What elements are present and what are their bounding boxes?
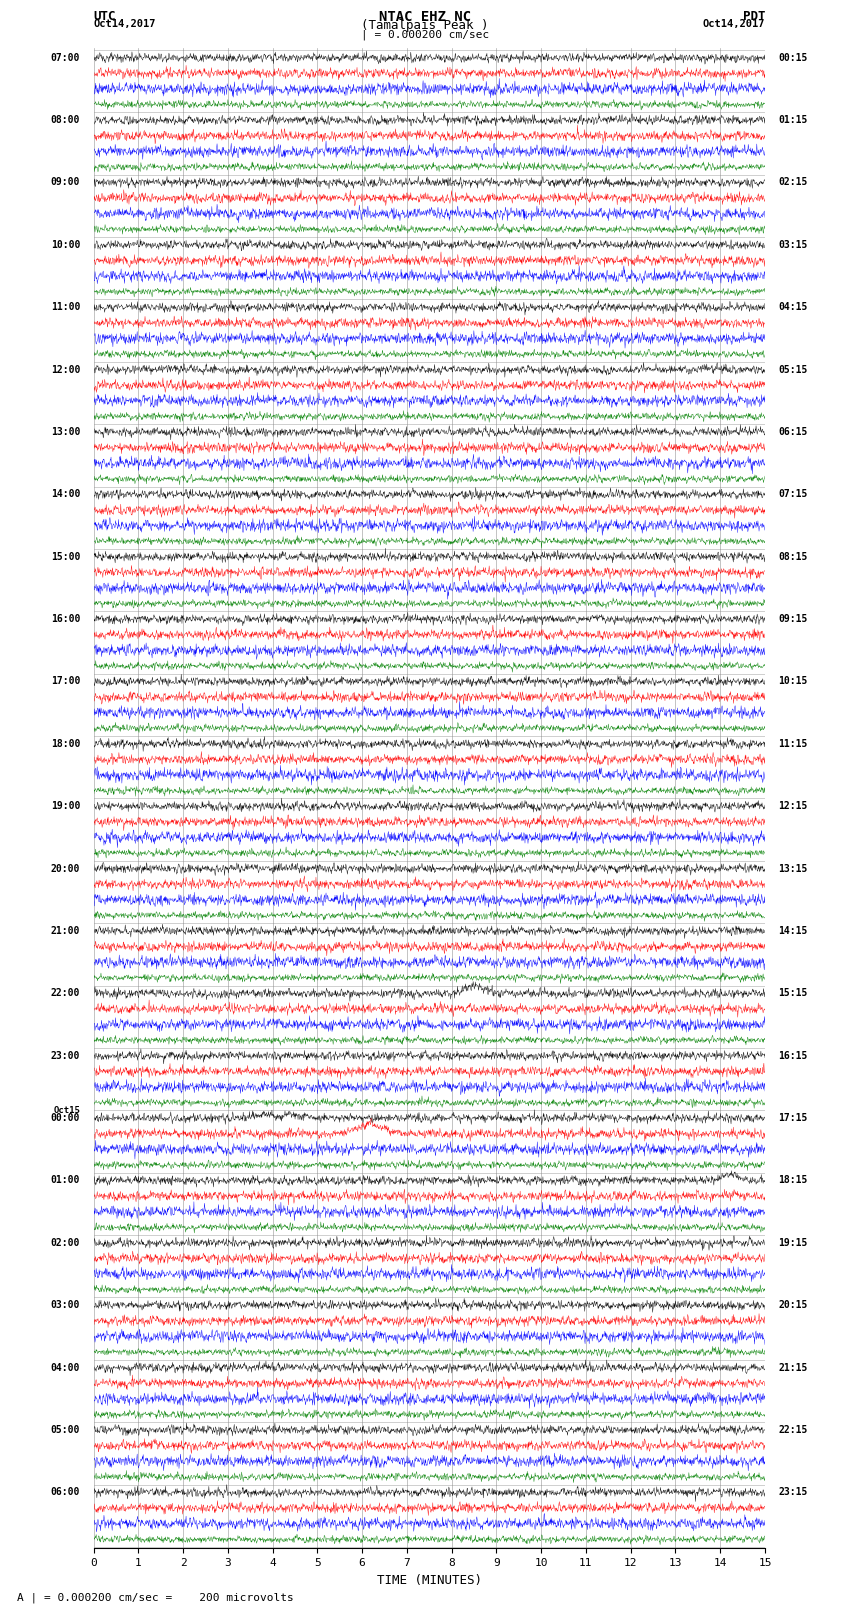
Text: 20:00: 20:00 bbox=[51, 863, 80, 874]
Text: (Tamalpais Peak ): (Tamalpais Peak ) bbox=[361, 19, 489, 32]
Text: 18:15: 18:15 bbox=[779, 1176, 808, 1186]
Text: 03:00: 03:00 bbox=[51, 1300, 80, 1310]
Text: 07:00: 07:00 bbox=[51, 53, 80, 63]
Text: 02:00: 02:00 bbox=[51, 1237, 80, 1248]
Text: 06:00: 06:00 bbox=[51, 1487, 80, 1497]
Text: 14:15: 14:15 bbox=[779, 926, 808, 936]
Text: Oct14,2017: Oct14,2017 bbox=[94, 19, 156, 29]
Text: 16:15: 16:15 bbox=[779, 1050, 808, 1061]
Text: 22:00: 22:00 bbox=[51, 989, 80, 998]
Text: 05:00: 05:00 bbox=[51, 1424, 80, 1436]
Text: 02:15: 02:15 bbox=[779, 177, 808, 187]
Text: | = 0.000200 cm/sec: | = 0.000200 cm/sec bbox=[361, 29, 489, 40]
Text: 17:00: 17:00 bbox=[51, 676, 80, 687]
Text: 19:15: 19:15 bbox=[779, 1237, 808, 1248]
Text: 10:00: 10:00 bbox=[51, 240, 80, 250]
Text: 05:15: 05:15 bbox=[779, 365, 808, 374]
Text: Oct14,2017: Oct14,2017 bbox=[702, 19, 765, 29]
Text: 18:00: 18:00 bbox=[51, 739, 80, 748]
Text: 01:00: 01:00 bbox=[51, 1176, 80, 1186]
Text: 08:15: 08:15 bbox=[779, 552, 808, 561]
Text: PDT: PDT bbox=[743, 10, 765, 23]
Text: 21:00: 21:00 bbox=[51, 926, 80, 936]
Text: 14:00: 14:00 bbox=[51, 489, 80, 500]
Text: 23:00: 23:00 bbox=[51, 1050, 80, 1061]
Text: 04:00: 04:00 bbox=[51, 1363, 80, 1373]
Text: 09:15: 09:15 bbox=[779, 615, 808, 624]
Text: 21:15: 21:15 bbox=[779, 1363, 808, 1373]
Text: 11:15: 11:15 bbox=[779, 739, 808, 748]
Text: 04:15: 04:15 bbox=[779, 302, 808, 313]
Text: 17:15: 17:15 bbox=[779, 1113, 808, 1123]
Text: 22:15: 22:15 bbox=[779, 1424, 808, 1436]
Text: 10:15: 10:15 bbox=[779, 676, 808, 687]
Text: NTAC EHZ NC: NTAC EHZ NC bbox=[379, 10, 471, 24]
Text: 03:15: 03:15 bbox=[779, 240, 808, 250]
X-axis label: TIME (MINUTES): TIME (MINUTES) bbox=[377, 1574, 482, 1587]
Text: 12:00: 12:00 bbox=[51, 365, 80, 374]
Text: 15:00: 15:00 bbox=[51, 552, 80, 561]
Text: 23:15: 23:15 bbox=[779, 1487, 808, 1497]
Text: 09:00: 09:00 bbox=[51, 177, 80, 187]
Text: 07:15: 07:15 bbox=[779, 489, 808, 500]
Text: 00:00: 00:00 bbox=[51, 1113, 80, 1123]
Text: 13:15: 13:15 bbox=[779, 863, 808, 874]
Text: 00:15: 00:15 bbox=[779, 53, 808, 63]
Text: A | = 0.000200 cm/sec =    200 microvolts: A | = 0.000200 cm/sec = 200 microvolts bbox=[17, 1592, 294, 1603]
Text: 15:15: 15:15 bbox=[779, 989, 808, 998]
Text: 11:00: 11:00 bbox=[51, 302, 80, 313]
Text: 19:00: 19:00 bbox=[51, 802, 80, 811]
Text: 06:15: 06:15 bbox=[779, 427, 808, 437]
Text: 16:00: 16:00 bbox=[51, 615, 80, 624]
Text: 01:15: 01:15 bbox=[779, 115, 808, 126]
Text: UTC: UTC bbox=[94, 10, 116, 23]
Text: 20:15: 20:15 bbox=[779, 1300, 808, 1310]
Text: 12:15: 12:15 bbox=[779, 802, 808, 811]
Text: Oct15: Oct15 bbox=[54, 1107, 80, 1115]
Text: 13:00: 13:00 bbox=[51, 427, 80, 437]
Text: 08:00: 08:00 bbox=[51, 115, 80, 126]
